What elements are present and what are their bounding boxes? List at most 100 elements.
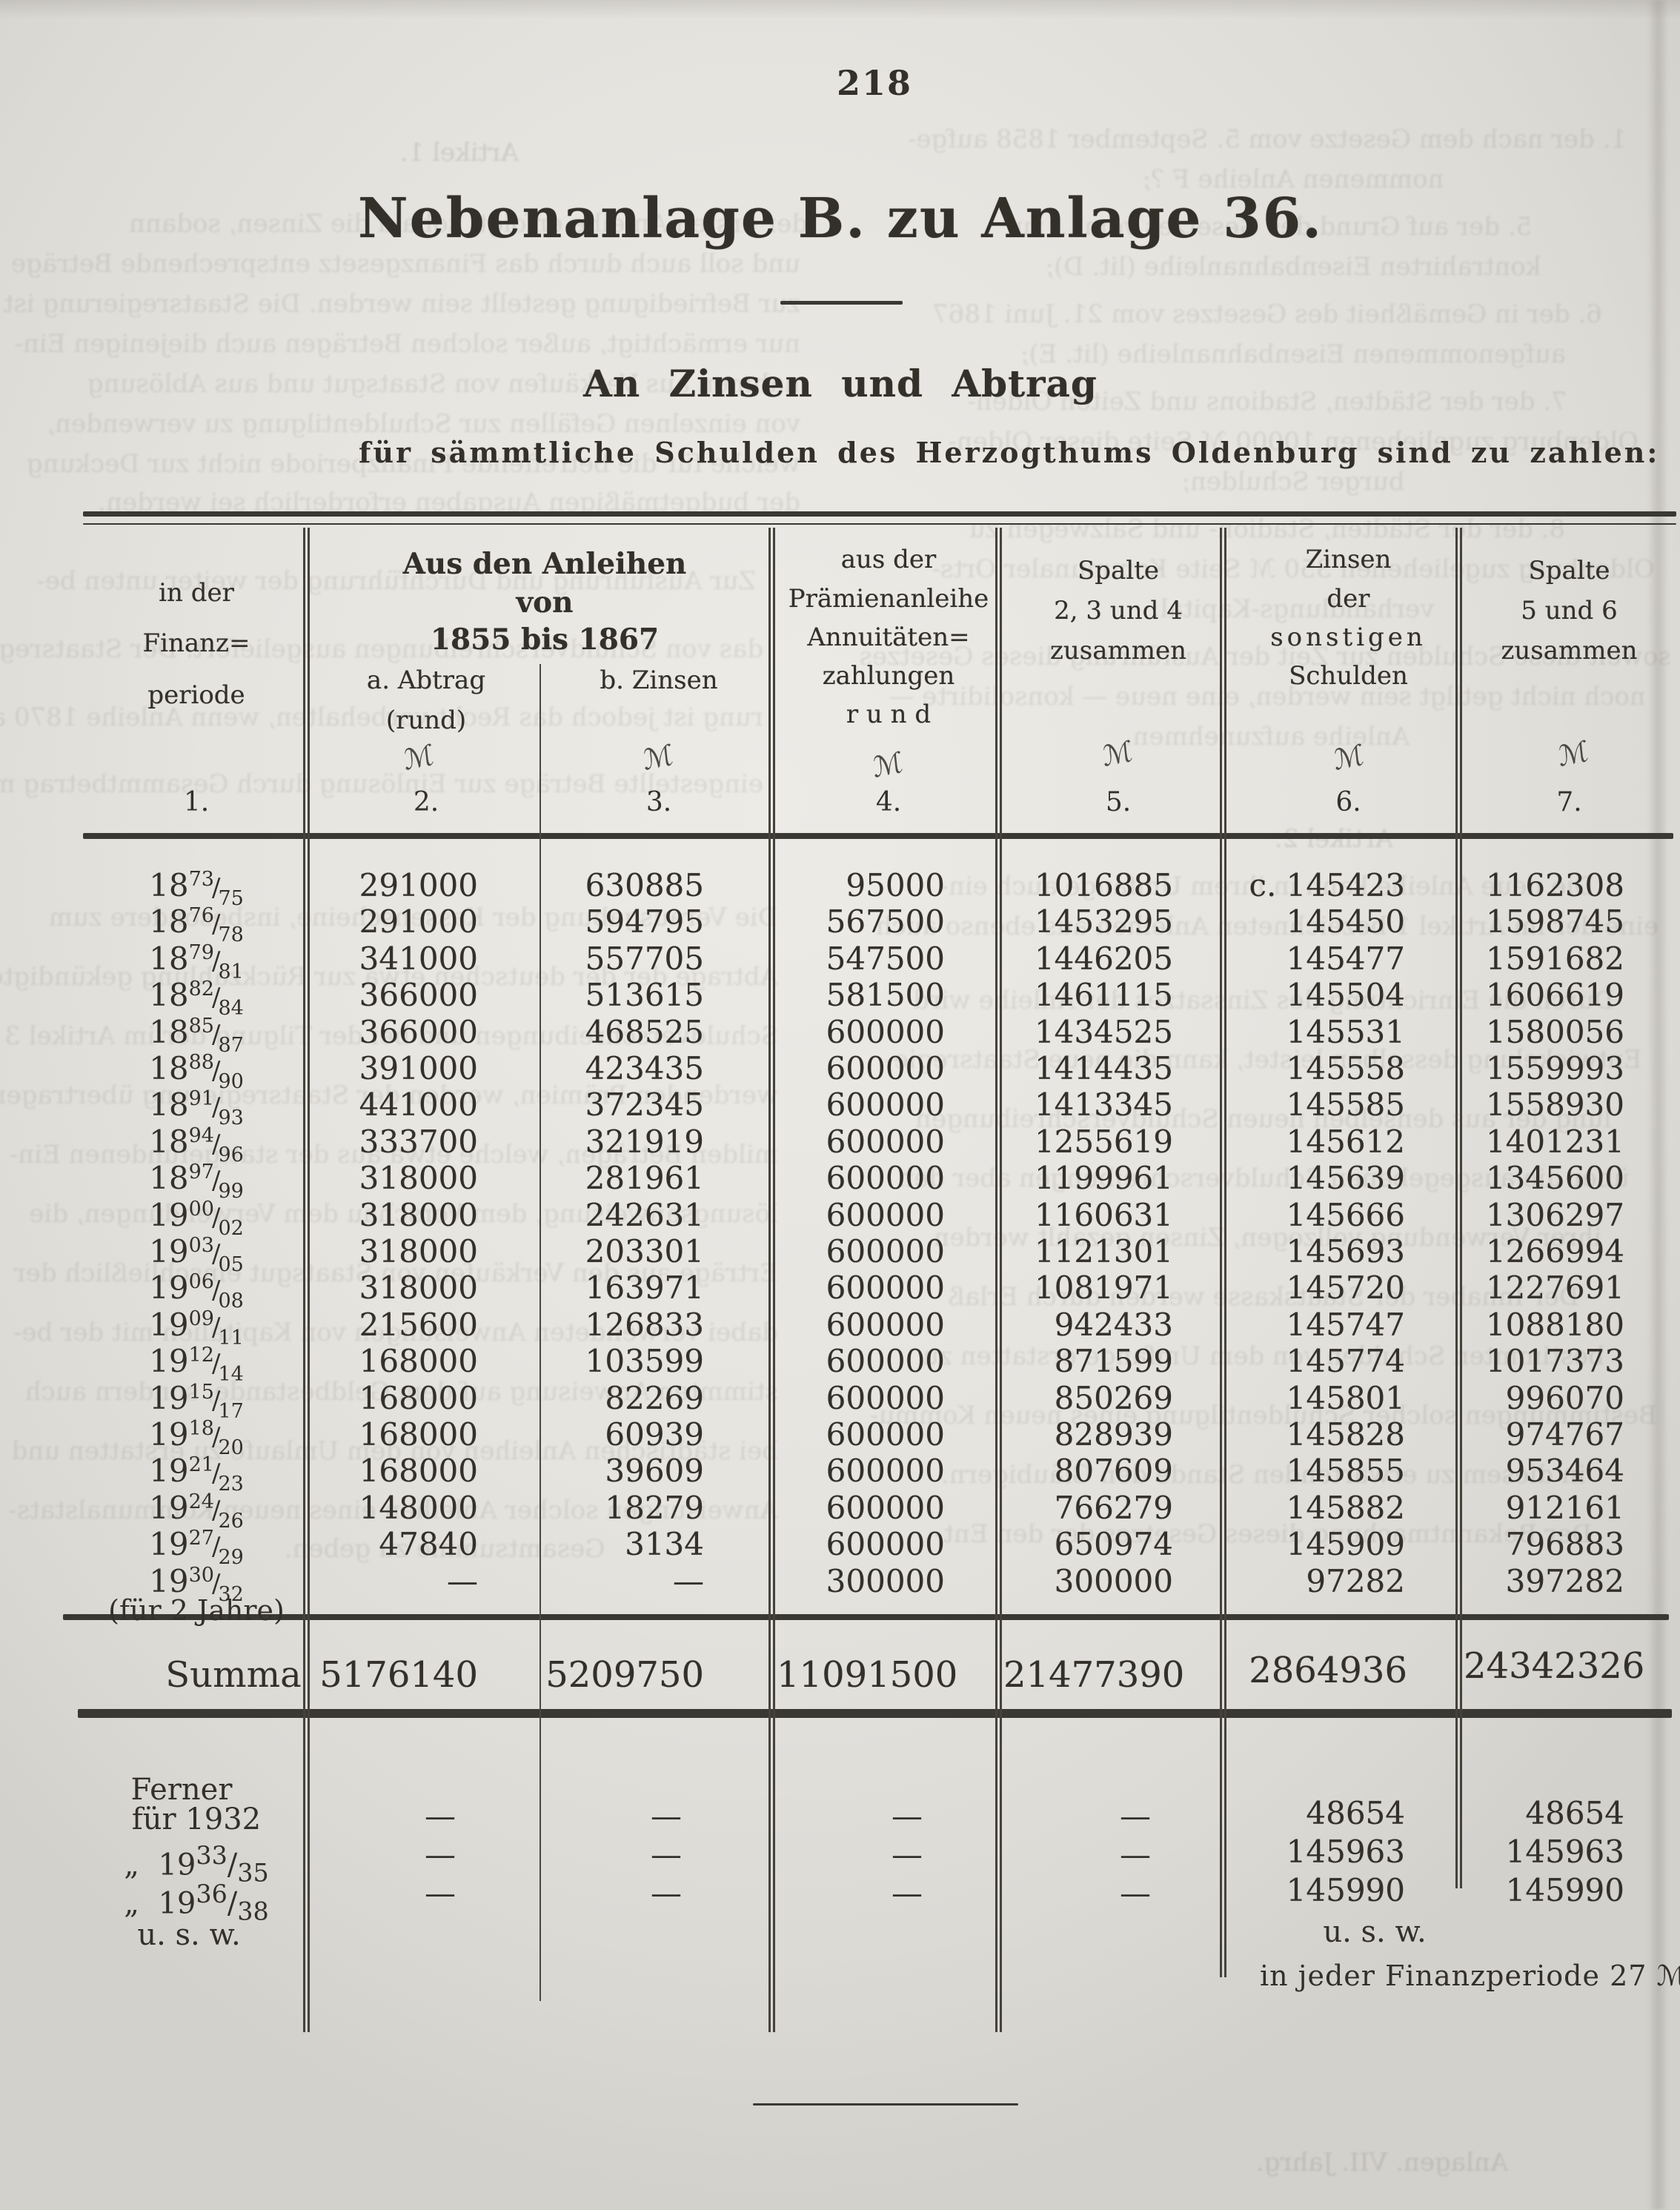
amount-cell: 333700	[359, 1124, 478, 1160]
currency-mark-col2: ℳ	[402, 737, 436, 777]
amount-cell: 1559993	[1485, 1050, 1624, 1086]
amount-cell: 1227691	[1485, 1270, 1624, 1306]
amount-cell: 1434525	[1034, 1014, 1173, 1050]
empty-amount-dash: —	[425, 1875, 456, 1911]
amount-cell: 600000	[826, 1160, 945, 1196]
amount-cell: 145855	[1286, 1453, 1405, 1489]
header-col6-line4: Schulden	[1289, 661, 1408, 691]
amount-cell: 600000	[826, 1380, 945, 1416]
header-col4-line2: Prämienanleihe	[788, 584, 989, 614]
col-number-1: 1.	[183, 787, 210, 817]
finance-period-cell: 1930/32	[149, 1563, 244, 1606]
col-number-3: 3.	[645, 787, 672, 817]
amount-cell: 145477	[1286, 940, 1405, 977]
currency-mark-col3: ℳ	[642, 737, 675, 777]
amount-cell: 126833	[585, 1307, 704, 1343]
ferner-period-cell: „ 1936/38	[124, 1879, 269, 1926]
header-col6-line2: der	[1327, 584, 1370, 614]
finance-period-cell: 1885/87	[149, 1014, 244, 1057]
amount-cell: 912161	[1505, 1490, 1624, 1526]
finance-period-cell: 1906/08	[149, 1270, 244, 1313]
column-separator-rule	[768, 528, 775, 2032]
amount-cell: 145531	[1286, 1014, 1405, 1050]
amount-cell: 145558	[1286, 1050, 1405, 1086]
bleed-through-text: zur Befriedigung gestellt sein werden. D…	[3, 289, 800, 319]
amount-cell: 600000	[826, 1124, 945, 1160]
amount-cell: 60939	[605, 1416, 704, 1453]
header-col4-line1: aus der	[840, 545, 937, 574]
amount-cell: 600000	[826, 1307, 945, 1343]
amount-cell: 600000	[826, 1233, 945, 1270]
col-number-6: 6.	[1335, 787, 1361, 817]
amount-cell: 291000	[359, 903, 478, 940]
ferner-label: Ferner	[130, 1773, 233, 1807]
amount-cell: 996070	[1505, 1380, 1624, 1416]
period-note: (für 2 Jahre)	[108, 1594, 285, 1627]
ferner-amount-cell: 145963	[1505, 1834, 1624, 1870]
header-col5-line2: 2, 3 und 4	[1054, 596, 1183, 625]
post-summa-rule	[78, 1709, 1672, 1718]
bleed-through-text: und soll auch durch das Finanzgesetz ent…	[10, 249, 800, 279]
amount-cell: 1446205	[1034, 940, 1173, 977]
amount-cell: 341000	[359, 940, 478, 977]
amount-cell: 807609	[1054, 1453, 1173, 1489]
amount-cell: 145747	[1286, 1307, 1405, 1343]
amount-cell: 281961	[585, 1160, 704, 1196]
table-top-rule-heavy	[83, 511, 1676, 517]
bleed-through-text: kontrahirten Eisenbahnanleihe (lit. D);	[1045, 252, 1541, 282]
amount-cell: 145720	[1286, 1270, 1405, 1306]
empty-amount-dash: —	[425, 1836, 456, 1873]
amount-cell: 82269	[605, 1380, 704, 1416]
amount-cell: 1088180	[1485, 1307, 1624, 1343]
currency-mark-col5: ℳ	[1101, 734, 1135, 774]
currency-mark-col4: ℳ	[871, 745, 905, 785]
finance-period-cell: 1891/93	[149, 1086, 244, 1129]
finance-period-cell: 1912/14	[149, 1343, 244, 1386]
amount-cell: 600000	[826, 1453, 945, 1489]
header-group23-line3: 1855 bis 1867	[430, 623, 660, 657]
amount-cell: 1414435	[1034, 1050, 1173, 1086]
finance-period-cell: 1927/29	[149, 1526, 244, 1569]
header-col4-line3: Annuitäten=	[807, 623, 970, 652]
header-col4-line5: r u n d	[846, 700, 932, 729]
amount-cell: 168000	[359, 1453, 478, 1489]
amount-cell: c. 145423	[1249, 867, 1405, 903]
amount-cell: 318000	[359, 1270, 478, 1306]
amount-cell: 318000	[359, 1160, 478, 1196]
header-bottom-rule	[83, 833, 1673, 839]
amount-cell: 1413345	[1034, 1086, 1173, 1123]
bleed-through-text: Artikel 1.	[399, 138, 519, 167]
amount-cell: 145828	[1286, 1416, 1405, 1453]
amount-cell: 1580056	[1485, 1014, 1624, 1050]
amount-cell: 1453295	[1034, 903, 1173, 940]
amount-cell: 145909	[1286, 1526, 1405, 1562]
amount-cell: 145774	[1286, 1343, 1405, 1379]
amount-cell: 600000	[826, 1270, 945, 1306]
bleed-through-text: burger Schulden;	[1181, 467, 1405, 497]
ferner-period-cell: für 1932	[131, 1802, 262, 1836]
empty-amount-dash: —	[1120, 1836, 1151, 1873]
ferner-amount-cell: 145990	[1505, 1872, 1624, 1908]
amount-cell: 145693	[1286, 1233, 1405, 1270]
empty-amount-dash: —	[892, 1798, 923, 1834]
amount-cell: 630885	[585, 867, 704, 903]
header-col6-line3: sonstigen	[1270, 623, 1427, 652]
finance-period-cell: 1900/02	[149, 1197, 244, 1240]
amount-cell: 1016885	[1034, 867, 1173, 903]
amount-cell: 300000	[1054, 1563, 1173, 1599]
amount-cell: 366000	[359, 1014, 478, 1050]
amount-cell: 321919	[585, 1124, 704, 1160]
empty-amount-dash: —	[651, 1836, 682, 1873]
bleed-through-text: von einzelnen Gefällen zur Schuldentilgu…	[47, 409, 800, 439]
amount-cell: 163971	[585, 1270, 704, 1306]
amount-cell: 203301	[585, 1233, 704, 1270]
amount-cell: 148000	[359, 1490, 478, 1526]
amount-cell: 291000	[359, 867, 478, 903]
amount-cell: 1160631	[1034, 1197, 1173, 1233]
amount-cell: 953464	[1505, 1453, 1624, 1489]
amount-cell: 242631	[585, 1197, 704, 1233]
finance-period-cell: 1876/78	[149, 903, 244, 946]
empty-amount-dash: —	[1120, 1798, 1151, 1834]
finance-period-cell: 1915/17	[149, 1380, 244, 1423]
amount-cell: 796883	[1505, 1526, 1624, 1562]
